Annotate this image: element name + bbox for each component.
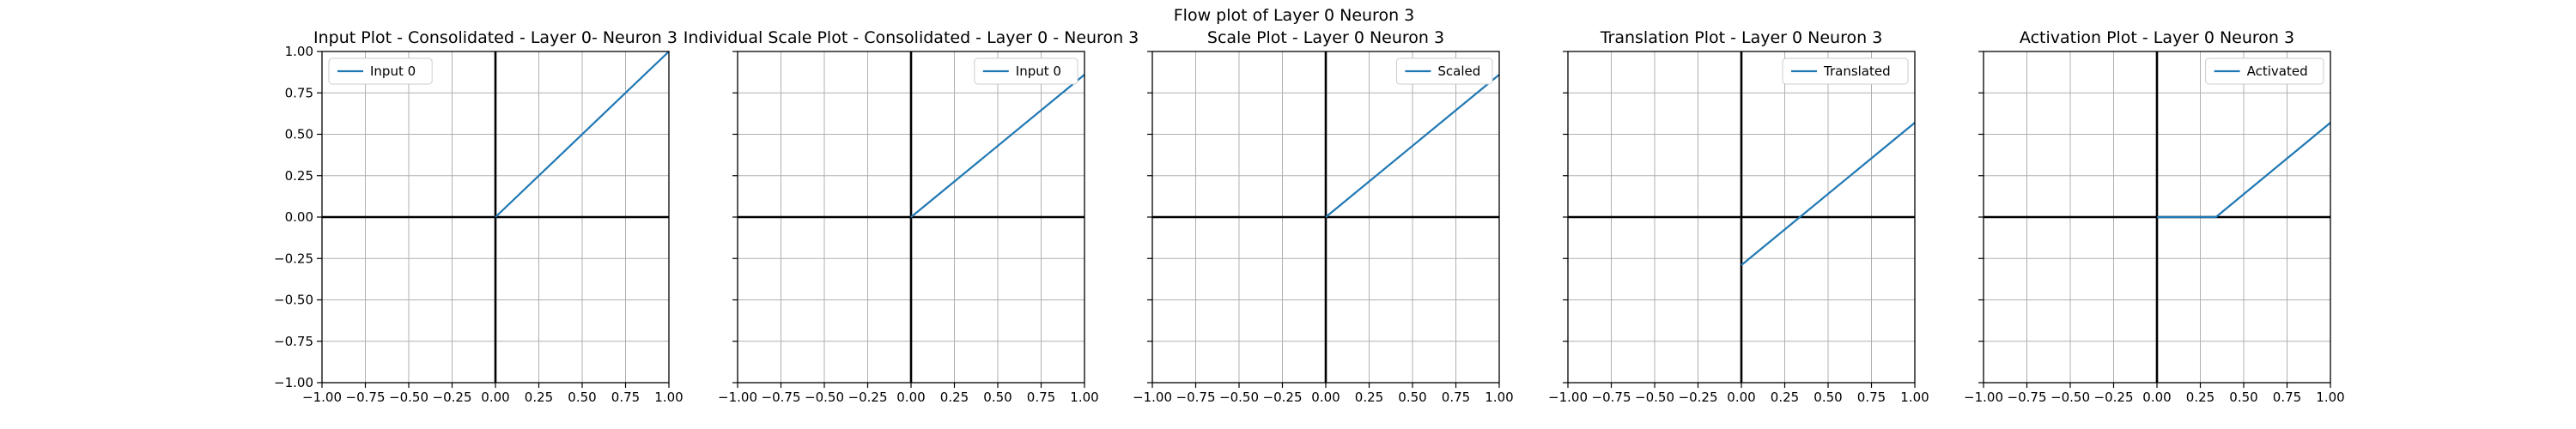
x-tick-label: 0.75	[1857, 390, 1886, 405]
x-tick-label: −0.50	[1219, 390, 1259, 405]
legend-box	[2205, 57, 2324, 85]
x-tick-label: 0.00	[1311, 390, 1340, 405]
subplot-4: Translation Plot - Layer 0 Neuron 3 −1.00…	[1548, 28, 1929, 405]
legend: Input 0	[328, 57, 433, 85]
subplot-5: Activation Plot - Layer 0 Neuron 3−1.00−…	[1964, 28, 2345, 405]
x-tick-label: 0.25	[525, 390, 553, 405]
subplot-title: Translation Plot - Layer 0 Neuron 3	[1600, 28, 1883, 47]
x-tick-label: 0.25	[940, 390, 969, 405]
legend-box	[974, 57, 1078, 85]
x-tick-label: −1.00	[302, 390, 342, 405]
x-tick-label: 1.00	[2316, 390, 2344, 405]
series-line-1	[495, 51, 670, 218]
subplot-3: Scale Plot - Layer 0 Neuron 3−1.00 −0.75−…	[1133, 28, 1514, 405]
subplot-title: Individual Scale Plot - Consolidated - L…	[683, 28, 1139, 47]
y-tick-label: 0.75	[285, 85, 313, 100]
x-tick-label: −0.50	[2050, 390, 2090, 405]
legend: Activated	[2205, 57, 2324, 85]
x-tick-label: −0.75	[2008, 390, 2047, 405]
x-tick-label: 0.00	[896, 390, 925, 405]
x-tick-label: 0.25	[1355, 390, 1383, 405]
series-line-1	[910, 74, 1085, 218]
legend-label: Activated	[2247, 63, 2308, 79]
x-tick-label: 0.50	[1814, 390, 1842, 405]
x-tick-label: 1.00	[654, 390, 683, 405]
y-tick-label: −0.25	[274, 251, 313, 266]
y-tick-label: 1.00	[285, 44, 313, 59]
legend-label: Input 0	[1016, 63, 1061, 79]
x-tick-label: −0.75	[1176, 390, 1216, 405]
subplots: Input Plot - Consolidated - Layer 0- Neu…	[274, 28, 2345, 405]
x-tick-label: 1.00	[1900, 390, 1929, 405]
x-tick-label: −0.25	[848, 390, 888, 405]
legend: Translated	[1782, 57, 1909, 85]
subplot-1: Input Plot - Consolidated - Layer 0- Neu…	[274, 28, 683, 405]
x-tick-label: 0.00	[481, 390, 509, 405]
series-line-1	[2157, 122, 2331, 219]
x-tick-label: 1.00	[1485, 390, 1513, 405]
legend-box	[1395, 57, 1493, 85]
x-tick-label: 0.00	[2142, 390, 2171, 405]
x-tick-label: −0.75	[1592, 390, 1631, 405]
x-tick-label: 0.25	[1771, 390, 1799, 405]
legend: Scaled	[1395, 57, 1493, 85]
y-tick-label: −0.50	[274, 293, 313, 308]
x-tick-label: −0.25	[1679, 390, 1718, 405]
subplot-2: Individual Scale Plot - Consolidated - L…	[683, 28, 1139, 405]
legend-label: Translated	[1823, 63, 1891, 79]
x-tick-label: 0.50	[2229, 390, 2257, 405]
subplot-title: Input Plot - Consolidated - Layer 0- Neu…	[313, 28, 677, 47]
x-tick-label: 0.50	[983, 390, 1012, 405]
x-tick-label: −0.25	[433, 390, 472, 405]
x-tick-label: 0.50	[1398, 390, 1426, 405]
x-tick-label: −0.25	[1263, 390, 1303, 405]
x-tick-label: −0.50	[389, 390, 428, 405]
series-line-1	[1741, 122, 1916, 266]
x-tick-label: −0.50	[1635, 390, 1674, 405]
y-tick-label: −0.75	[274, 334, 313, 349]
series-line-1	[1325, 74, 1500, 218]
x-tick-label: 0.75	[1442, 390, 1470, 405]
legend-label: Scaled	[1437, 63, 1480, 79]
x-tick-label: −0.25	[2094, 390, 2134, 405]
x-tick-label: −1.00	[718, 390, 757, 405]
x-tick-label: −1.00	[1964, 390, 2003, 405]
figure-title: Flow plot of Layer 0 Neuron 3	[1174, 6, 1415, 25]
x-tick-label: 1.00	[1070, 390, 1098, 405]
x-tick-label: 0.00	[1727, 390, 1755, 405]
x-tick-label: 0.75	[1027, 390, 1055, 405]
x-tick-label: 0.75	[611, 390, 640, 405]
x-tick-label: −1.00	[1548, 390, 1588, 405]
y-tick-label: 0.25	[285, 168, 313, 184]
legend-box	[1782, 57, 1909, 85]
x-tick-label: 0.50	[568, 390, 596, 405]
subplot-title: Scale Plot - Layer 0 Neuron 3	[1207, 28, 1444, 47]
legend: Input 0	[974, 57, 1078, 85]
y-tick-label: 0.00	[285, 209, 313, 225]
legend-box	[328, 57, 433, 85]
x-tick-label: −0.75	[346, 390, 386, 405]
x-tick-label: −0.50	[805, 390, 844, 405]
legend-label: Input 0	[370, 63, 416, 79]
y-tick-label: −1.00	[274, 375, 313, 390]
subplot-title: Activation Plot - Layer 0 Neuron 3	[2020, 28, 2294, 47]
x-tick-label: −1.00	[1133, 390, 1172, 405]
y-tick-label: 0.50	[285, 127, 313, 142]
x-tick-label: 0.75	[2273, 390, 2301, 405]
x-tick-label: −0.75	[762, 390, 801, 405]
x-tick-label: 0.25	[2186, 390, 2215, 405]
